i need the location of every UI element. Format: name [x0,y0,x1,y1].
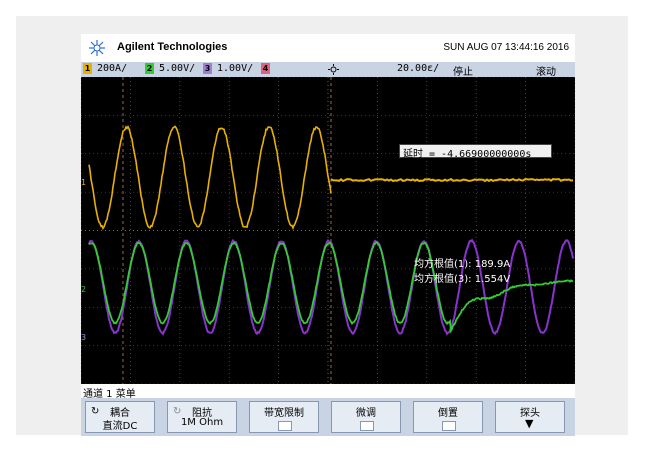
waveform-screen: 延时 = -4.66900000000s 均方根值(1): 189.9A 均方根… [81,77,575,384]
invert-label: 倒置 [414,404,482,419]
ch1-indicator[interactable]: 1 [83,63,92,74]
impedance-value: 1M Ohm [168,417,236,428]
fine-adjust-softkey[interactable]: 微调 [331,401,401,433]
status-bar: 1 200A/ 2 5.00V/ 3 1.00V/ 4 20.00ɛ/ 停止 滚… [81,62,575,77]
ch4-indicator[interactable]: 4 [261,63,270,74]
brand-name: Agilent Technologies [117,41,227,53]
softkey-bar: ↻ 耦合 直流DC ↻ 阻抗 1M Ohm 带宽限制 微调 倒置 探头 ▼ [81,398,575,436]
delay-readout: 延时 = -4.66900000000s [399,144,552,158]
trigger-icon [328,64,339,75]
waveform-plot [81,77,575,384]
rms-ch3-readout: 均方根值(3): 1.554V [414,270,510,285]
ch3-scale: 1.00V/ [217,63,253,74]
graticule-grid [81,77,575,384]
fine-adjust-label: 微调 [332,404,400,419]
ch3-ground-marker[interactable]: 3 [81,333,86,342]
arrow-down-icon: ▼ [525,417,533,430]
brand-bar: Agilent Technologies SUN AUG 07 13:44:16… [81,34,575,62]
ch2-ground-marker[interactable]: 2 [81,285,86,294]
impedance-softkey[interactable]: ↻ 阻抗 1M Ohm [167,401,237,433]
oscilloscope-display: Agilent Technologies SUN AUG 07 13:44:16… [81,34,575,436]
fine-adjust-checkbox [360,421,374,431]
run-state: 停止 [453,63,473,78]
ch1-waveform [89,126,331,228]
bandwidth-limit-label: 带宽限制 [250,404,318,419]
rms-ch1-readout: 均方根值(1): 189.9A [414,255,510,270]
menu-title-bar: 通道 1 菜单 [81,384,575,398]
ch1-scale: 200A/ [97,63,127,74]
bandwidth-limit-checkbox [278,421,292,431]
ch2-indicator[interactable]: 2 [145,63,154,74]
ch3-indicator[interactable]: 3 [203,63,212,74]
ch1-flat-trace [331,179,573,181]
bandwidth-limit-softkey[interactable]: 带宽限制 [249,401,319,433]
timebase: 20.00ɛ/ [397,63,439,74]
coupling-softkey[interactable]: ↻ 耦合 直流DC [85,401,155,433]
acquisition-mode: 滚动 [536,63,556,78]
ch1-ground-marker[interactable]: 1 [81,178,86,187]
agilent-logo-icon [87,39,107,57]
ch2-scale: 5.00V/ [159,63,195,74]
coupling-value: 直流DC [86,417,154,432]
invert-softkey[interactable]: 倒置 [413,401,483,433]
datetime: SUN AUG 07 13:44:16 2016 [443,42,569,53]
invert-checkbox [442,421,456,431]
probe-softkey[interactable]: 探头 ▼ [495,401,565,433]
